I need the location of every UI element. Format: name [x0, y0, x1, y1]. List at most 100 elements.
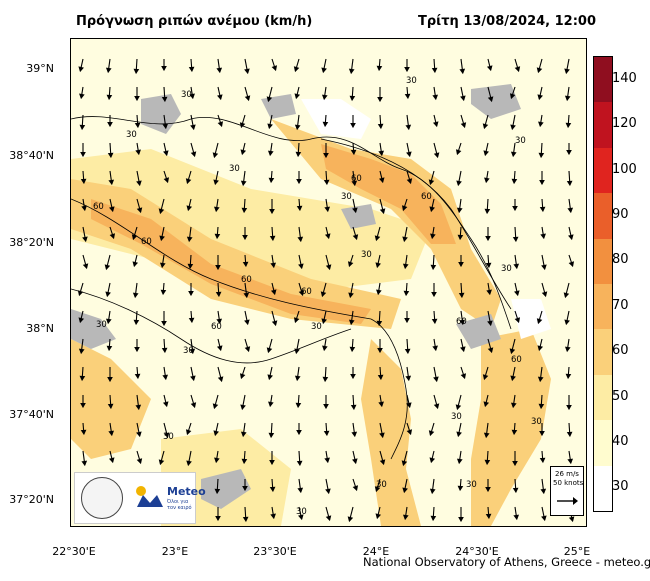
wind-arrowhead [539, 457, 546, 464]
wind-arrowhead [510, 151, 517, 158]
shade-zone-30-white-north [301, 99, 371, 139]
wind-arrowhead [514, 66, 521, 73]
wind-arrowhead [270, 262, 277, 269]
wind-arrowhead [566, 180, 573, 187]
wind-arrowhead [294, 348, 300, 355]
reference-speed-knots: 50 knots [553, 479, 584, 487]
shade-zone-40-west-sea [71, 339, 151, 459]
wind-arrowhead [136, 458, 143, 465]
wind-arrowhead [217, 121, 224, 128]
wind-arrowhead [513, 514, 520, 521]
wind-arrowhead [188, 290, 194, 297]
wind-arrowhead [268, 432, 275, 439]
wind-arrowhead [135, 404, 142, 411]
wind-arrowhead [405, 124, 412, 131]
wind-arrowhead [213, 206, 220, 213]
contour-label: 60 [351, 174, 362, 184]
coastline-evia [320, 138, 512, 310]
wind-arrowhead [133, 68, 140, 75]
wind-arrowhead [433, 152, 440, 159]
wind-arrowhead [432, 121, 439, 128]
wind-arrowhead [136, 180, 142, 187]
wind-arrowhead [428, 179, 435, 186]
wind-arrowhead [323, 403, 329, 410]
wind-arrowhead [161, 65, 167, 72]
colorbar-tick-label: 60 [612, 343, 629, 359]
wind-arrowhead [267, 150, 274, 157]
observatory-seal-logo [81, 477, 123, 519]
wind-arrowhead [244, 95, 251, 102]
wind-arrowhead [186, 236, 193, 243]
wind-arrowhead [485, 486, 491, 493]
lon-label-24-30e: 24°30'E [455, 545, 499, 558]
wind-arrowhead [163, 432, 170, 439]
contour-label: 30 [296, 507, 307, 517]
wind-arrowhead [244, 346, 251, 353]
wind-arrowhead [352, 485, 359, 492]
wind-arrowhead [297, 236, 304, 243]
colorbar-segment [594, 193, 612, 239]
contour-label: 30 [531, 417, 542, 427]
wind-arrowhead [539, 179, 545, 186]
wind-arrowhead [241, 207, 248, 214]
wind-gust-map: 30 30 30 30 30 30 30 30 30 30 30 30 30 30 30 30 30 60 60 60… [70, 38, 587, 527]
contour-label: 60 [141, 237, 152, 247]
wind-arrowhead [375, 262, 381, 269]
wind-arrowhead [537, 345, 544, 352]
wind-arrowhead [433, 376, 439, 383]
wind-arrowhead [564, 346, 571, 353]
wind-shading-layer [71, 99, 551, 526]
wind-arrowhead [514, 317, 521, 324]
wind-arrowhead [459, 319, 466, 326]
wind-arrowhead [347, 516, 354, 523]
wind-arrowhead [349, 346, 356, 353]
land-masses-layer [71, 84, 521, 509]
wind-arrowhead [132, 292, 139, 299]
wind-arrowhead [216, 345, 223, 352]
wind-arrowhead [107, 376, 113, 383]
wind-arrowhead [567, 207, 574, 214]
wind-arrowhead [105, 318, 112, 325]
wind-arrowhead [375, 513, 382, 520]
wind-arrowhead [136, 431, 142, 438]
wind-arrowhead [566, 149, 572, 156]
wind-arrowhead [483, 401, 490, 408]
wind-arrowhead [266, 347, 273, 354]
wind-arrowhead [243, 292, 250, 299]
wind-arrowhead [242, 261, 249, 268]
wind-arrowhead [239, 373, 246, 380]
wind-arrowhead [190, 402, 197, 409]
colorbar-segment [594, 147, 612, 194]
colorbar-tick-label: 70 [612, 297, 629, 313]
wind-arrowhead [244, 68, 250, 75]
wind-arrowhead [484, 459, 491, 466]
lat-label-38-20n: 38°20'N [9, 236, 54, 249]
wind-arrowhead [294, 93, 301, 100]
wind-arrowhead [324, 206, 331, 213]
wind-arrowhead [483, 150, 489, 157]
wind-arrowhead [297, 487, 304, 494]
wind-arrowhead [109, 206, 115, 213]
map-title: Πρόγνωση ριπών ανέμου (km/h) [76, 14, 313, 29]
wind-arrowhead [352, 458, 358, 465]
wind-arrowhead [456, 180, 462, 187]
wind-arrowhead [482, 374, 489, 381]
wind-arrowhead [565, 122, 572, 129]
meteo-logo-text: Meteo [167, 485, 206, 498]
wind-arrowhead [486, 289, 492, 296]
wind-arrowhead [541, 515, 547, 522]
wind-arrowhead [295, 402, 302, 409]
wind-arrowhead [240, 180, 247, 187]
wind-arrowhead [214, 488, 221, 495]
wind-arrowhead [458, 292, 465, 299]
wind-arrowhead [348, 292, 354, 299]
wind-arrowhead [456, 431, 462, 438]
wind-arrowhead [215, 291, 222, 298]
colorbar-tick-label: 90 [612, 206, 629, 222]
wind-arrowhead [188, 317, 195, 324]
wind-arrowhead [378, 401, 384, 408]
contour-label: 30 [229, 164, 240, 174]
wind-arrowhead [428, 430, 435, 437]
wind-arrowhead [509, 93, 516, 100]
wind-arrowhead [162, 123, 169, 130]
